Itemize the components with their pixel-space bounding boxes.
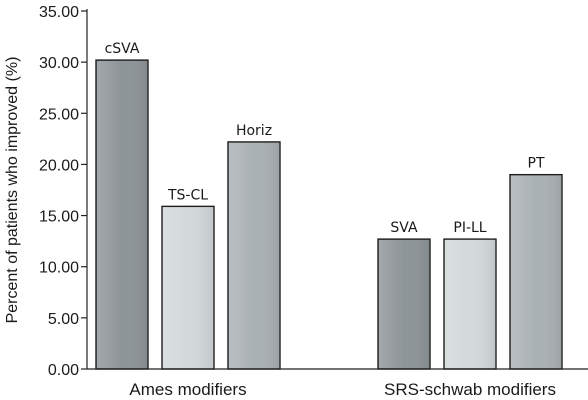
bar-shading <box>379 240 429 368</box>
x-axis-group-labels: Ames modifiers SRS-schwab modifiers <box>129 380 556 399</box>
y-tick-label: 10.00 <box>39 260 79 277</box>
bar-shading <box>445 240 495 368</box>
bar-label: SVA <box>390 220 418 236</box>
y-tick-label: 20.00 <box>39 157 79 174</box>
bar-label: PI-LL <box>453 220 486 236</box>
y-tick-label: 25.00 <box>39 106 79 123</box>
bar-shading <box>97 61 147 369</box>
bar-label: TS-CL <box>167 187 208 203</box>
x-group-label: Ames modifiers <box>129 380 246 399</box>
y-tick-label: 5.00 <box>48 311 79 328</box>
bar-label: Horiz <box>236 123 272 139</box>
y-tick-label: 15.00 <box>39 209 79 226</box>
y-axis-ticks: 0.00 5.00 10.00 15.00 20.00 25.00 30.00 35.00 <box>39 4 87 379</box>
bar-shading <box>511 175 561 368</box>
y-tick-label: 0.00 <box>48 362 79 379</box>
bar-label: cSVA <box>105 41 140 57</box>
x-group-label: SRS-schwab modifiers <box>384 380 556 399</box>
y-axis-title: Percent of patients who improved (%) <box>4 57 21 324</box>
bar-label: PT <box>528 156 545 172</box>
bar-shading <box>163 207 213 368</box>
bar-shading <box>229 142 279 368</box>
bars: cSVA TS-CL Horiz SVA PI-LL PT <box>95 41 563 370</box>
y-tick-label: 35.00 <box>39 4 79 21</box>
y-tick-label: 30.00 <box>39 55 79 72</box>
